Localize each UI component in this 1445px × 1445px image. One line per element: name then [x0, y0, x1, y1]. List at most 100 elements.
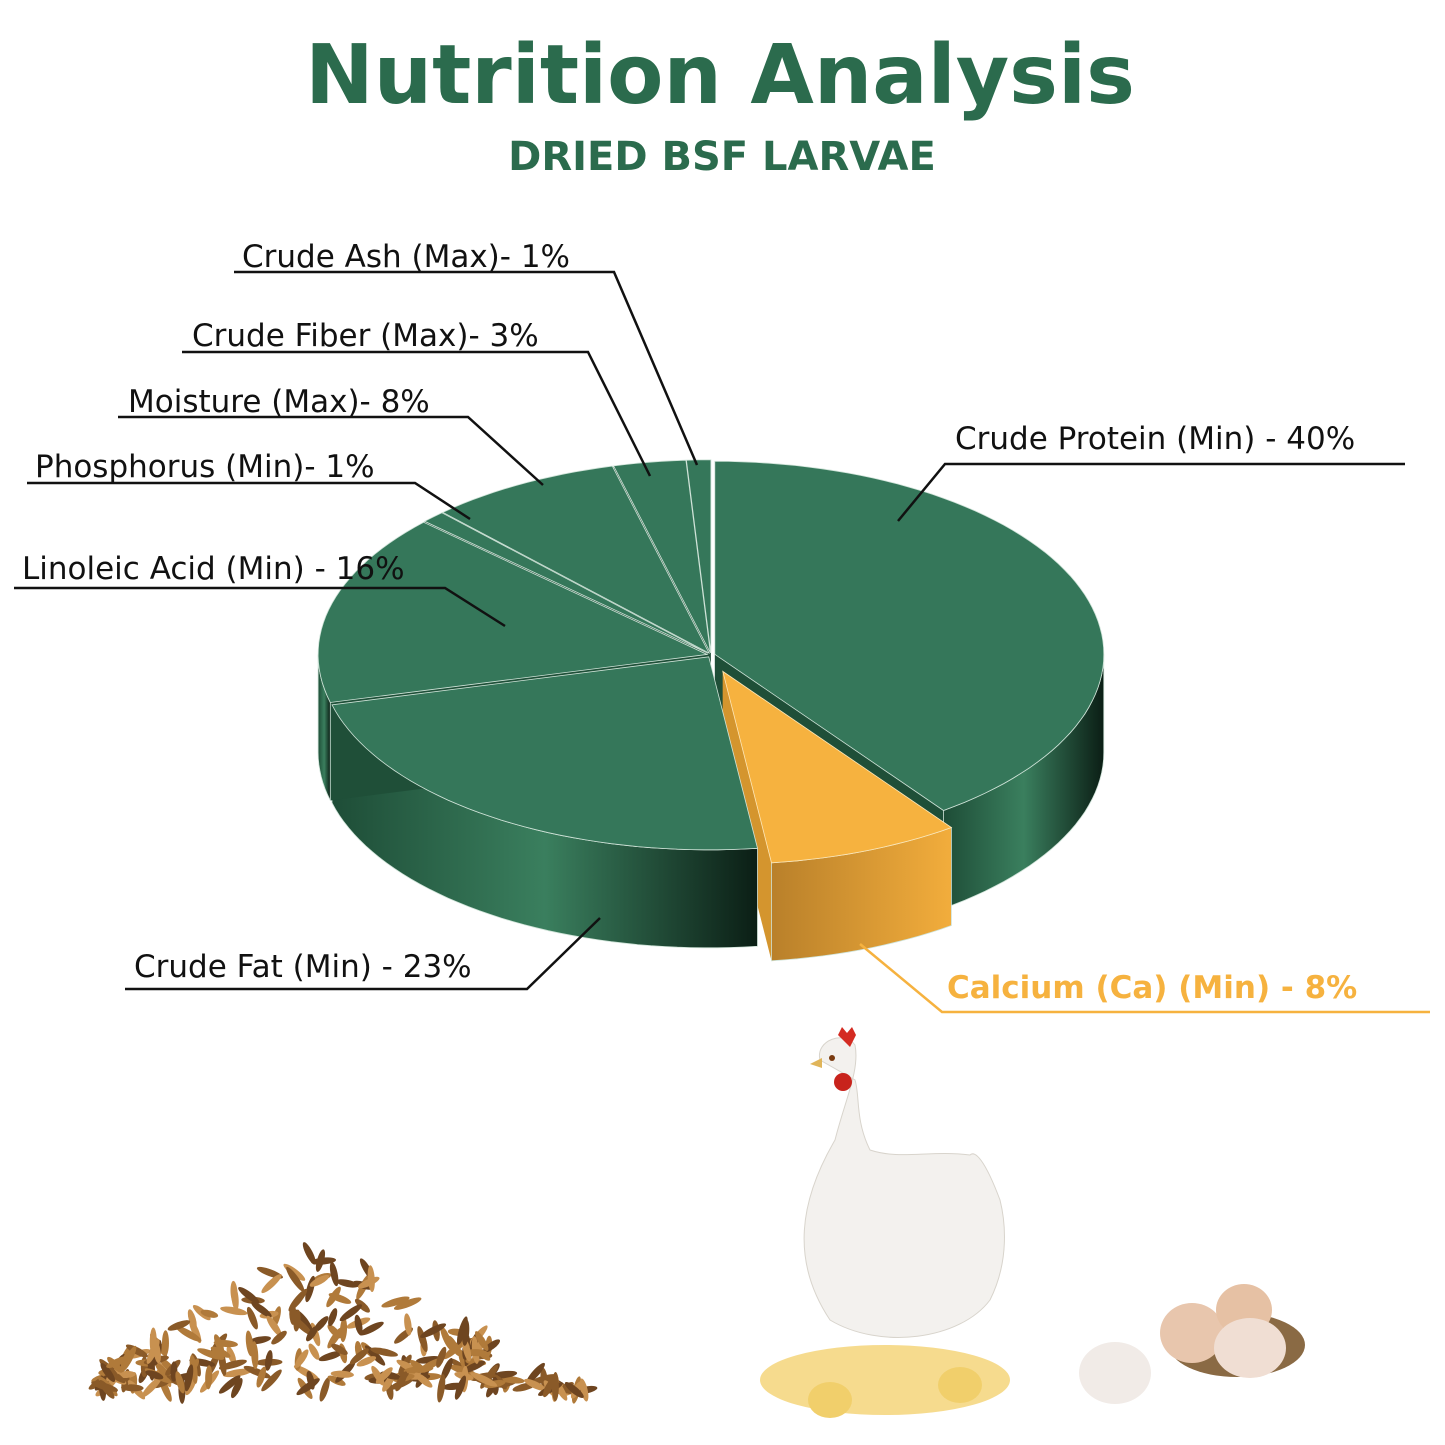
larva [367, 1265, 375, 1293]
larva [187, 1309, 197, 1330]
pie-slice-crude-fat-min [331, 656, 759, 851]
larva [319, 1377, 330, 1402]
label-calcium: Calcium (Ca) (Min) - 8% [947, 970, 1357, 1006]
leader-line [234, 270, 699, 466]
leader-line [27, 481, 471, 521]
larva [106, 1356, 129, 1368]
larva [339, 1304, 363, 1322]
larva [271, 1330, 287, 1345]
hen-with-chicks-image [760, 1027, 1010, 1418]
larva [261, 1369, 282, 1392]
larva [251, 1341, 259, 1370]
larva [315, 1249, 326, 1272]
larva [349, 1348, 369, 1365]
larva [121, 1384, 144, 1392]
label-linoleic-acid: Linoleic Acid (Min) - 16% [22, 551, 405, 587]
leader-line [182, 350, 652, 477]
larva [261, 1274, 282, 1294]
larva [564, 1381, 584, 1399]
larva [447, 1335, 461, 1357]
larva [167, 1320, 191, 1331]
label-phosphorus: Phosphorus (Min)- 1% [35, 449, 375, 485]
larva [141, 1376, 162, 1398]
label-crude-fiber: Crude Fiber (Max)- 3% [192, 318, 539, 354]
larva [197, 1348, 225, 1360]
leader-line [118, 415, 544, 486]
larva [246, 1306, 258, 1330]
leader-line [14, 586, 506, 628]
pie-slice-phosphorus-min [423, 512, 709, 654]
pie-slice-calcium-ca-min [722, 670, 953, 864]
larva [551, 1372, 559, 1402]
larva [264, 1350, 273, 1371]
larva [461, 1319, 470, 1346]
larva [266, 1315, 282, 1337]
label-crude-fat: Crude Fat (Min) - 23% [134, 949, 472, 985]
larva [354, 1314, 363, 1335]
larva [200, 1309, 219, 1318]
larva [289, 1302, 297, 1325]
larva [328, 1293, 352, 1304]
pie-slice-crude-protein-min [714, 460, 1105, 811]
larva [417, 1326, 428, 1353]
page-title: Nutrition Analysis [305, 28, 1135, 123]
larva [470, 1372, 498, 1387]
larva [409, 1360, 427, 1373]
larva [339, 1317, 348, 1343]
larva [145, 1370, 164, 1380]
larva [306, 1325, 318, 1342]
larva [125, 1344, 149, 1358]
larva [454, 1375, 467, 1400]
larva [222, 1368, 253, 1378]
pie-slice-moisture-max [441, 465, 711, 655]
larva [375, 1367, 393, 1384]
pie-slice-crude-ash-max [685, 459, 712, 653]
larva [218, 1359, 247, 1370]
leader-line [859, 943, 1430, 1014]
larva [231, 1378, 243, 1399]
larva [318, 1351, 343, 1362]
larva [381, 1296, 410, 1308]
larva [356, 1356, 377, 1367]
larvae-pile-image [88, 1242, 598, 1404]
label-moisture: Moisture (Max)- 8% [128, 384, 430, 420]
larva [462, 1360, 486, 1373]
larva [354, 1298, 370, 1313]
larva [308, 1343, 320, 1360]
larva [302, 1242, 316, 1265]
pie-slice-linoleic-acid-min [317, 521, 709, 703]
larva [238, 1287, 260, 1304]
larva [175, 1326, 202, 1342]
larva [294, 1349, 309, 1368]
larva [420, 1323, 447, 1338]
pie-slice-crude-fiber-max [612, 459, 711, 654]
pie-slices [317, 459, 1105, 962]
larva [99, 1379, 115, 1399]
leader-line [125, 917, 601, 991]
leader-line [897, 462, 1405, 522]
larva [330, 1370, 354, 1378]
eggs-image [1079, 1284, 1305, 1404]
larva [149, 1327, 157, 1356]
larva [393, 1297, 422, 1310]
larva [530, 1374, 558, 1385]
leader-lines [14, 270, 1430, 1014]
larva [309, 1274, 330, 1287]
larva [205, 1365, 213, 1390]
larva [331, 1343, 348, 1355]
label-crude-ash: Crude Ash (Max)- 1% [242, 239, 570, 275]
larva [251, 1301, 272, 1318]
larva [100, 1363, 116, 1382]
page-subtitle: DRIED BSF LARVAE [508, 134, 936, 180]
larva [220, 1306, 248, 1316]
larva [327, 1327, 343, 1349]
larva [436, 1346, 447, 1368]
larva [359, 1321, 384, 1336]
larva [256, 1366, 267, 1388]
larva [542, 1377, 555, 1398]
larva [526, 1362, 545, 1384]
larva [230, 1280, 238, 1305]
larva [226, 1346, 237, 1365]
